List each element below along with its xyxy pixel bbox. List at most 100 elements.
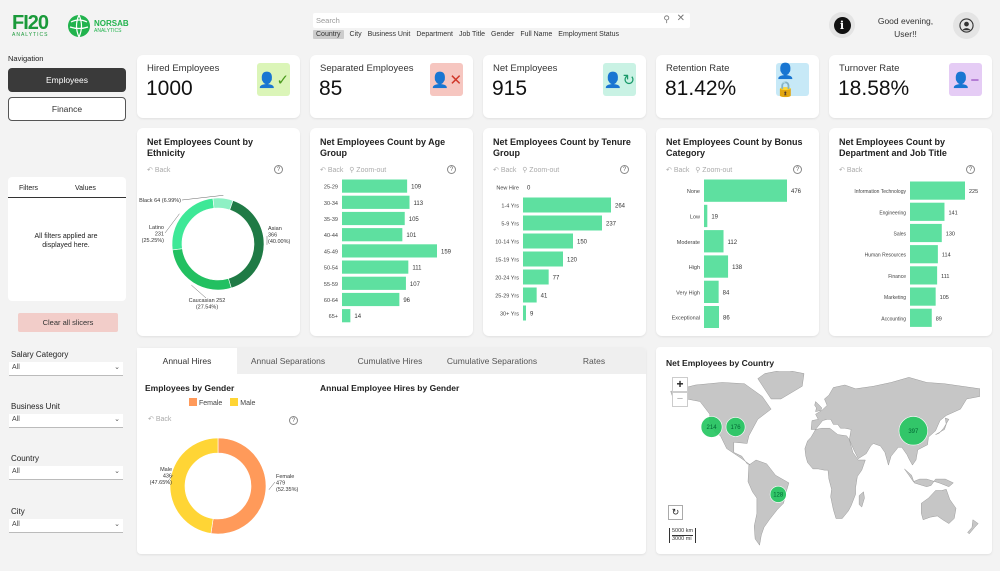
slice-label: (40.00%) <box>268 239 290 245</box>
chip-job-title[interactable]: Job Title <box>458 31 486 38</box>
nav-employees-button[interactable]: Employees <box>8 68 126 92</box>
bar[interactable] <box>342 276 406 290</box>
help-icon[interactable]: ? <box>447 165 456 174</box>
bar[interactable] <box>523 287 537 303</box>
bar[interactable] <box>342 195 410 209</box>
chart-toolbar: ↶ Back ⚲ Zoom-out <box>320 166 386 174</box>
bar[interactable] <box>523 197 611 213</box>
back-button[interactable]: ↶ Back <box>320 167 344 174</box>
slice[interactable] <box>212 197 234 211</box>
help-icon[interactable]: ? <box>966 165 975 174</box>
bar[interactable] <box>523 305 526 321</box>
category-label: Engineering <box>879 210 906 216</box>
city-dropdown[interactable]: All ⌄ <box>9 519 123 533</box>
bar[interactable] <box>523 233 573 249</box>
category-label: 30+ Yrs <box>500 312 519 318</box>
chip-business-unit[interactable]: Business Unit <box>367 31 411 38</box>
chip-gender[interactable]: Gender <box>491 31 515 38</box>
bar[interactable] <box>342 260 409 274</box>
nav-finance-button[interactable]: Finance <box>8 97 126 121</box>
category-label: 65+ <box>329 314 338 320</box>
search-input[interactable]: Search <box>316 16 340 25</box>
chip-country[interactable]: Country <box>313 30 344 39</box>
user-check-icon: 👤✓ <box>257 63 290 96</box>
zoom-out-button[interactable]: ⚲ Zoom-out <box>522 167 560 174</box>
tab-annual-hires[interactable]: Annual Hires <box>137 348 237 374</box>
bar[interactable] <box>342 228 403 242</box>
user-avatar-button[interactable] <box>953 12 980 39</box>
map-zoom-out-button[interactable]: − <box>672 392 688 407</box>
bar[interactable] <box>342 211 405 226</box>
chip-employment-status[interactable]: Employment Status <box>558 31 619 38</box>
clear-search-icon[interactable]: ✕ <box>676 13 685 24</box>
bar[interactable] <box>704 204 708 228</box>
bar[interactable] <box>523 251 563 267</box>
bar[interactable] <box>910 266 938 285</box>
bar[interactable] <box>910 202 945 221</box>
country-bubble[interactable] <box>769 485 787 503</box>
country-bubble[interactable] <box>700 416 723 438</box>
world-map[interactable]: 214 176 128 397 <box>660 371 980 549</box>
bar[interactable] <box>523 215 602 231</box>
map-zoom-in-button[interactable]: + <box>672 377 688 392</box>
help-icon[interactable]: ? <box>620 165 629 174</box>
chart-toolbar: ↶ Back <box>839 166 862 174</box>
bar[interactable] <box>910 181 965 200</box>
bar[interactable] <box>910 287 936 306</box>
bar[interactable] <box>910 308 932 327</box>
country-dropdown[interactable]: All ⌄ <box>9 466 123 480</box>
chip-department[interactable]: Department <box>416 31 453 38</box>
zoom-out-button[interactable]: ⚲ Zoom-out <box>695 167 733 174</box>
business-unit-dropdown[interactable]: All ⌄ <box>9 414 123 428</box>
slice[interactable] <box>171 197 215 251</box>
bar[interactable] <box>342 179 408 193</box>
category-label: 25-29 <box>324 185 338 191</box>
tab-annual-separations[interactable]: Annual Separations <box>250 356 326 366</box>
help-icon[interactable]: ? <box>289 416 298 425</box>
country-bubble[interactable] <box>898 416 928 446</box>
data-label: 138 <box>732 265 743 271</box>
slice[interactable] <box>172 248 232 291</box>
fi20-logo: FI20 ANALYTICS <box>12 12 49 38</box>
tab-rates[interactable]: Rates <box>582 356 606 366</box>
salary-category-dropdown[interactable]: All ⌄ <box>9 362 123 376</box>
bar[interactable] <box>342 244 437 258</box>
bar[interactable] <box>523 269 549 285</box>
bar[interactable] <box>342 292 400 307</box>
clear-all-slicers-button[interactable]: Clear all slicers <box>18 313 118 332</box>
back-button[interactable]: ↶ Back <box>839 167 863 174</box>
slice[interactable] <box>169 437 219 534</box>
back-button[interactable]: ↶ Back <box>493 167 517 174</box>
search-bar[interactable]: Search ⚲ ✕ <box>313 13 690 28</box>
help-icon[interactable]: ? <box>274 165 283 174</box>
tab-cumulative-separations[interactable]: Cumulative Separations <box>446 356 538 366</box>
bar[interactable] <box>704 255 729 278</box>
back-button[interactable]: ↶ Back <box>147 167 171 174</box>
data-label: 105 <box>940 295 949 301</box>
chip-full-name[interactable]: Full Name <box>520 31 553 38</box>
map-reset-button[interactable]: ↻ <box>668 505 683 520</box>
bar[interactable] <box>704 280 719 303</box>
bar[interactable] <box>342 309 351 323</box>
help-icon[interactable]: ? <box>793 165 802 174</box>
bar[interactable] <box>704 230 724 253</box>
slice[interactable] <box>210 437 267 535</box>
country-bubble[interactable] <box>725 417 746 437</box>
bar[interactable] <box>910 245 938 264</box>
chip-city[interactable]: City <box>349 31 362 38</box>
back-button[interactable]: ↶ Back <box>666 167 690 174</box>
back-button[interactable]: ↶ Back <box>148 416 172 423</box>
legend-item-female[interactable]: Female <box>189 398 222 407</box>
tab-cumulative-hires[interactable]: Cumulative Hires <box>357 356 423 366</box>
zoom-out-button[interactable]: ⚲ Zoom-out <box>349 167 387 174</box>
bar[interactable] <box>704 306 719 328</box>
info-button[interactable]: i <box>829 12 855 38</box>
slice[interactable] <box>228 200 265 289</box>
data-label: 150 <box>577 240 588 246</box>
bar[interactable] <box>910 223 942 243</box>
legend-item-male[interactable]: Male <box>230 398 255 407</box>
category-label: Accounting <box>881 316 906 322</box>
bar[interactable] <box>704 179 787 202</box>
search-icon[interactable]: ⚲ <box>663 14 670 24</box>
city-label: City <box>11 507 25 516</box>
